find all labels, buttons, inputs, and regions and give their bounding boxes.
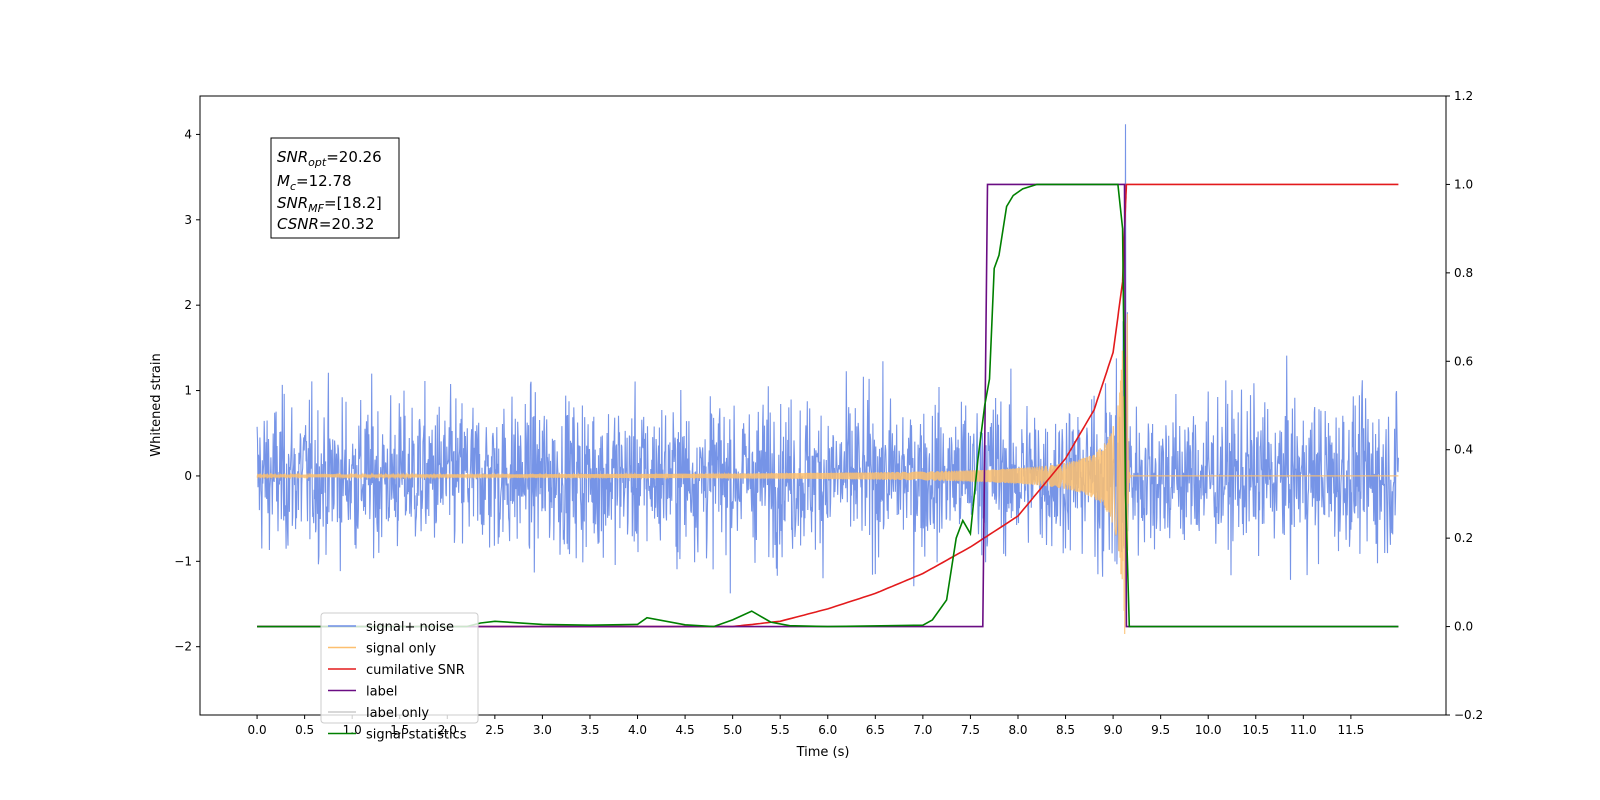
- annotation-line-snr-opt: SNRopt=20.26: [277, 148, 382, 169]
- annotation-mc-sub: c: [290, 180, 296, 193]
- x-tick-label: 8.5: [1056, 723, 1075, 737]
- x-tick-label: 5.0: [723, 723, 742, 737]
- annotation-csnr-value: =20.32: [319, 215, 375, 233]
- series-signal-statistics-line: [257, 183, 1399, 628]
- legend-frame: [320, 612, 479, 724]
- annotation-line-csnr: CSNR=20.32: [277, 215, 374, 233]
- x-tick-label: 2.5: [485, 723, 504, 737]
- y-tick-label: 3: [184, 213, 192, 227]
- x-tick-label: 8.0: [1008, 723, 1027, 737]
- annotation-csnr-main: CSNR: [277, 215, 319, 233]
- x-tick-label: 9.0: [1104, 723, 1123, 737]
- x-tick-label: 6.0: [818, 723, 837, 737]
- annotation-mc-main: M: [277, 172, 290, 190]
- legend-label: signal statistics: [366, 728, 467, 743]
- annotation-snr-mf-sub: MF: [308, 202, 324, 215]
- plot-area: [256, 124, 1399, 635]
- annotation-snr-mf-value: =[18.2]: [324, 194, 382, 212]
- axes-frame: [199, 95, 1447, 716]
- annotation-snr-opt-sub: opt: [308, 156, 327, 169]
- y-right-tick-label: −0.2: [1454, 708, 1483, 722]
- legend-entries: signal+ noise signal only cumilative SNR la…: [328, 620, 467, 743]
- annotation-snr-opt-main: SNR: [277, 148, 308, 166]
- x-tick-label: 0.0: [248, 723, 267, 737]
- y-right-tick-label: 1.0: [1454, 177, 1473, 191]
- x-tick-label: 11.0: [1290, 723, 1317, 737]
- annotation-box: SNRopt=20.26 Mc=12.78 SNRMF=[18.2] CSNR=…: [270, 137, 400, 239]
- x-tick-label: 7.5: [961, 723, 980, 737]
- x-tick-label: 10.0: [1195, 723, 1222, 737]
- annotation-snr-mf-main: SNR: [277, 194, 308, 212]
- x-tick-label: 0.5: [295, 723, 314, 737]
- x-tick-label: 10.5: [1242, 723, 1269, 737]
- annotation-snr-opt-value: =20.26: [326, 148, 382, 166]
- y-tick-label: −2: [174, 640, 192, 654]
- series-signal-noise-line: [256, 124, 1399, 594]
- legend-label: signal+ noise: [366, 620, 454, 635]
- annotation-mc-value: =12.78: [296, 172, 352, 190]
- y-right-tick-label: 0.2: [1454, 531, 1473, 545]
- x-tick-label: 4.0: [628, 723, 647, 737]
- y-right-tick-label: 0.8: [1454, 266, 1473, 280]
- annotation-frame: [270, 137, 400, 239]
- legend-label: label: [366, 685, 397, 700]
- y-tick-label: 4: [184, 127, 192, 141]
- y-tick-label: 2: [184, 298, 192, 312]
- x-tick-label: 6.5: [866, 723, 885, 737]
- x-tick-label: 3.5: [580, 723, 599, 737]
- legend: signal+ noise signal only cumilative SNR la…: [320, 612, 479, 743]
- x-tick-label: 1.5: [390, 723, 409, 737]
- x-tick-label: 11.5: [1338, 723, 1365, 737]
- x-axis-title: Time (s): [796, 745, 850, 760]
- y-axis-title: Whitened strain: [149, 353, 164, 456]
- legend-label: signal only: [366, 642, 436, 657]
- y-right-tick-label: 1.2: [1454, 89, 1473, 103]
- y-right-tick-label: 0.4: [1454, 443, 1473, 457]
- series-signal-only-line: [256, 313, 1399, 635]
- x-tick-label: 3.0: [533, 723, 552, 737]
- legend-label: cumilative SNR: [366, 663, 465, 678]
- y-tick-label: 0: [184, 469, 192, 483]
- x-tick-label: 5.5: [771, 723, 790, 737]
- x-tick-label: 2.0: [438, 723, 457, 737]
- x-tick-label: 4.5: [676, 723, 695, 737]
- y-right-tick-label: 0.0: [1454, 620, 1473, 634]
- y-tick-label: 1: [184, 384, 192, 398]
- y-right-tick-label: 0.6: [1454, 354, 1473, 368]
- y-tick-label: −1: [174, 554, 192, 568]
- x-tick-label: 7.0: [913, 723, 932, 737]
- annotation-line-mc: Mc=12.78: [277, 172, 352, 193]
- x-tick-label: 9.5: [1151, 723, 1170, 737]
- annotation-line-snr-mf: SNRMF=[18.2]: [277, 194, 382, 215]
- legend-label: label only: [366, 706, 429, 721]
- x-tick-label: 1.0: [343, 723, 362, 737]
